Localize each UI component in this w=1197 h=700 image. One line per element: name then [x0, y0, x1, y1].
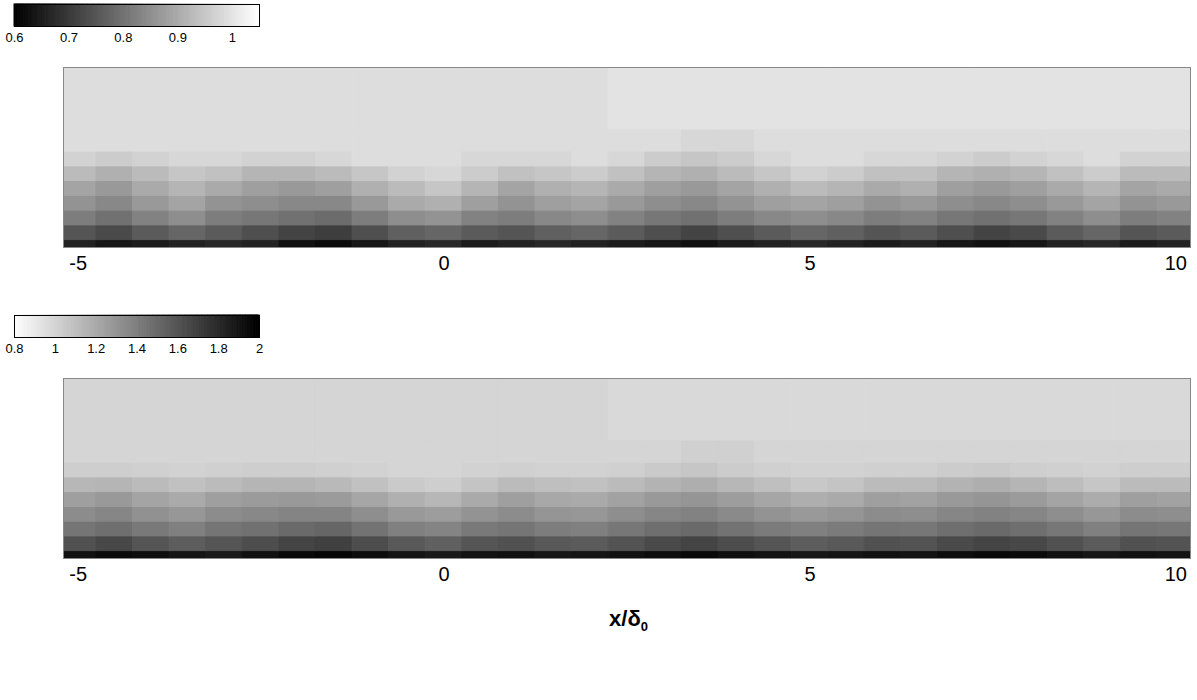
svg-text:10: 10: [1165, 563, 1187, 585]
svg-text:0.9: 0.9: [169, 30, 187, 45]
svg-text:0.6: 0.6: [5, 30, 23, 45]
html-text:x/δ0: x/δ0: [609, 606, 648, 635]
svg-text:5: 5: [804, 563, 815, 585]
svg-text:-5: -5: [69, 252, 87, 274]
svg-text:1.6: 1.6: [169, 341, 187, 356]
svg-text:1.8: 1.8: [210, 341, 228, 356]
svg-text:1.4: 1.4: [128, 341, 146, 356]
svg-text:0.8: 0.8: [5, 341, 23, 356]
svg-text:1: 1: [229, 30, 236, 45]
svg-text:10: 10: [1165, 252, 1187, 274]
svg-text:2: 2: [256, 341, 263, 356]
svg-text:1: 1: [52, 341, 59, 356]
svg-text:1.2: 1.2: [87, 341, 105, 356]
svg-text:0: 0: [438, 563, 449, 585]
svg-text:0: 0: [438, 252, 449, 274]
svg-text:0.7: 0.7: [60, 30, 78, 45]
svg-text:5: 5: [804, 252, 815, 274]
svg-text:0.8: 0.8: [114, 30, 132, 45]
svg-text:-5: -5: [69, 563, 87, 585]
